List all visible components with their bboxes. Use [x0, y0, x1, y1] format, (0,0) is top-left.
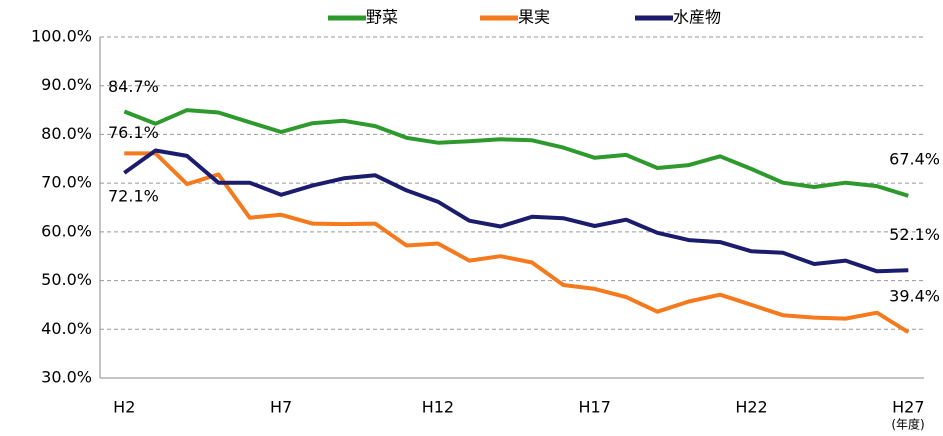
y-tick-label: 80.0%: [41, 124, 92, 143]
x-tick-label: H7: [270, 398, 292, 417]
series-line: [123, 148, 909, 274]
y-tick-label: 30.0%: [41, 368, 92, 387]
series-line: [123, 108, 909, 198]
x-tick-label: H17: [579, 398, 611, 417]
data-label: 76.1%: [108, 123, 159, 142]
x-tick-label: H2: [113, 398, 135, 417]
y-tick-label: 60.0%: [41, 221, 92, 240]
y-tick-label: 70.0%: [41, 173, 92, 192]
legend-label: 果実: [518, 8, 550, 27]
data-label: 39.4%: [889, 287, 940, 306]
x-tick-label: H12: [422, 398, 454, 417]
series-line: [124, 151, 910, 334]
x-tick-label: H27: [892, 398, 924, 417]
y-tick-label: 50.0%: [41, 270, 92, 289]
y-tick-label: 40.0%: [41, 319, 92, 338]
y-tick-label: 100.0%: [31, 27, 92, 46]
data-label: 84.7%: [108, 77, 159, 96]
x-tick-label: H22: [735, 398, 767, 417]
x-axis-label: (年度): [891, 417, 924, 432]
y-tick-label: 90.0%: [41, 75, 92, 94]
legend-label: 水産物: [673, 8, 721, 27]
data-label: 67.4%: [889, 149, 940, 168]
data-label: 72.1%: [108, 186, 159, 205]
data-label: 52.1%: [889, 225, 940, 244]
legend-label: 野菜: [366, 8, 398, 27]
